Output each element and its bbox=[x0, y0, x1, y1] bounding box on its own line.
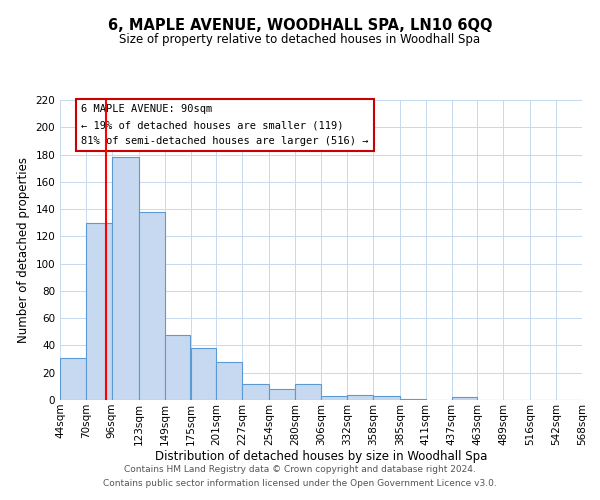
Bar bbox=[217, 362, 242, 400]
Text: 6, MAPLE AVENUE, WOODHALL SPA, LN10 6QQ: 6, MAPLE AVENUE, WOODHALL SPA, LN10 6QQ bbox=[108, 18, 492, 32]
Text: 6 MAPLE AVENUE: 90sqm
← 19% of detached houses are smaller (119)
81% of semi-det: 6 MAPLE AVENUE: 90sqm ← 19% of detached … bbox=[81, 104, 368, 146]
Bar bbox=[164, 334, 190, 400]
Y-axis label: Number of detached properties: Number of detached properties bbox=[17, 157, 30, 343]
Bar bbox=[269, 389, 295, 400]
Bar bbox=[60, 358, 86, 400]
Bar bbox=[582, 398, 600, 400]
X-axis label: Distribution of detached houses by size in Woodhall Spa: Distribution of detached houses by size … bbox=[155, 450, 487, 464]
Bar bbox=[191, 348, 217, 400]
Bar bbox=[242, 384, 269, 400]
Bar bbox=[400, 398, 425, 400]
Bar bbox=[139, 212, 164, 400]
Bar bbox=[321, 396, 347, 400]
Bar bbox=[86, 222, 112, 400]
Text: Contains HM Land Registry data © Crown copyright and database right 2024.
Contai: Contains HM Land Registry data © Crown c… bbox=[103, 466, 497, 487]
Bar bbox=[112, 158, 139, 400]
Text: Size of property relative to detached houses in Woodhall Spa: Size of property relative to detached ho… bbox=[119, 32, 481, 46]
Bar bbox=[373, 396, 400, 400]
Bar bbox=[452, 398, 478, 400]
Bar bbox=[347, 394, 373, 400]
Bar bbox=[295, 384, 321, 400]
